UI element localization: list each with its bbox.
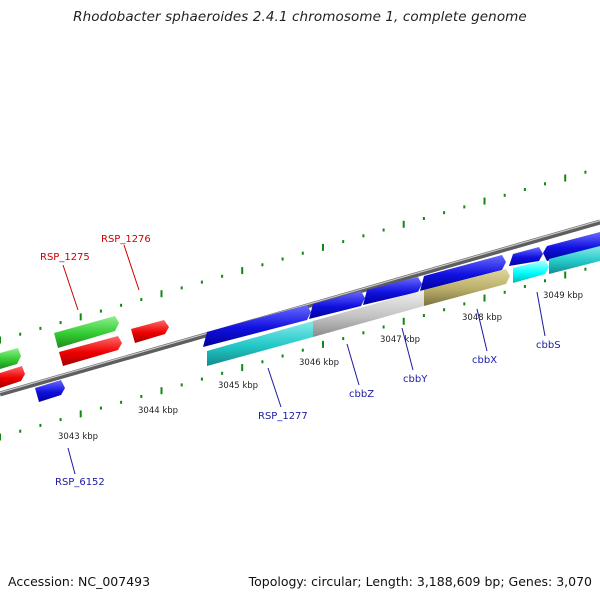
gene-feature-cbbs[interactable] [513,260,549,283]
scale-label-3047: 3047 kbp [380,335,420,345]
gene-label-rsp-6152[interactable]: RSP_6152 [55,477,105,488]
scale-label-3045: 3045 kbp [218,381,258,391]
scale-label-3043: 3043 kbp [58,432,98,442]
scale-label-3048: 3048 kbp [462,313,502,323]
gene-label-rsp-1277[interactable]: RSP_1277 [258,411,308,422]
gene-feature-rsp-1277[interactable] [207,321,313,366]
gene-feature-blue-2[interactable] [309,291,365,319]
gene-feature-blue-5[interactable] [509,247,543,266]
gene-feature-rsp-1276[interactable] [131,320,169,343]
scale-label-3049: 3049 kbp [543,291,583,301]
scale-label-3044: 3044 kbp [138,406,178,416]
gene-label-cbbs[interactable]: cbbS [536,340,561,351]
upper-tick-marks [0,170,587,344]
gene-feature-blue-small[interactable] [35,380,65,402]
gene-feature-rsp-1275[interactable] [54,316,119,348]
gene-feature-red-mid[interactable] [59,336,122,366]
leader-line-rsp-1275 [62,264,79,311]
gene-label-rsp-1275[interactable]: RSP_1275 [40,252,90,263]
gene-label-cbbz[interactable]: cbbZ [349,389,374,400]
gene-label-cbbx[interactable]: cbbX [472,355,497,366]
gene-feature-cbbs-right[interactable] [549,246,600,274]
gene-feature-red-left[interactable] [0,366,25,388]
footer-stats: Topology: circular; Length: 3,188,609 bp… [248,574,592,589]
scale-label-3046: 3046 kbp [299,358,339,368]
gene-feature-green-left[interactable] [0,348,21,369]
gene-feature-cbby[interactable] [424,269,510,306]
lower-leader-lines [67,291,546,475]
footer-accession: Accession: NC_007493 [8,574,151,589]
gene-label-cbby[interactable]: cbbY [403,374,428,385]
gene-feature-blue-4[interactable] [420,255,506,291]
gene-label-rsp-1276[interactable]: RSP_1276 [101,234,151,245]
gene-feature-blue-6[interactable] [543,232,600,261]
lower-tick-marks [0,267,587,441]
map-title: Rhodobacter sphaeroides 2.4.1 chromosome… [73,9,527,25]
gene-feature-blue-3[interactable] [363,277,422,305]
gene-feature-blue-1[interactable] [203,305,311,347]
gene-feature-cbbz[interactable] [313,290,424,337]
leader-line-rsp-1276 [123,244,140,291]
